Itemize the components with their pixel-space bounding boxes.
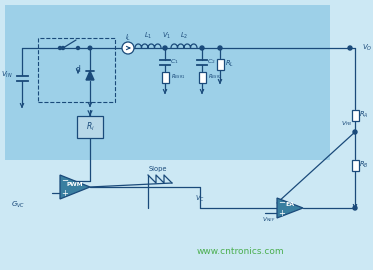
Circle shape xyxy=(122,42,134,54)
Circle shape xyxy=(353,206,357,210)
Polygon shape xyxy=(60,175,90,199)
FancyBboxPatch shape xyxy=(77,116,103,138)
Circle shape xyxy=(76,46,79,49)
Bar xyxy=(351,110,358,120)
Text: $C_1$: $C_1$ xyxy=(170,58,178,66)
Circle shape xyxy=(59,46,62,49)
Text: $R_B$: $R_B$ xyxy=(359,160,369,170)
Circle shape xyxy=(62,46,65,49)
Bar xyxy=(38,38,115,102)
Text: $I_L$: $I_L$ xyxy=(125,33,131,43)
Text: $L_2$: $L_2$ xyxy=(180,31,188,41)
Text: PWM: PWM xyxy=(67,183,83,187)
Text: $V_{IN}$: $V_{IN}$ xyxy=(1,70,13,80)
Circle shape xyxy=(200,46,204,50)
Text: $C_2$: $C_2$ xyxy=(207,58,215,66)
Circle shape xyxy=(218,46,222,50)
Text: $V_{REF}$: $V_{REF}$ xyxy=(262,215,276,224)
Bar xyxy=(5,5,330,160)
Bar xyxy=(351,160,358,170)
Text: d: d xyxy=(76,66,81,75)
Text: $L_1$: $L_1$ xyxy=(144,31,152,41)
Text: $R_{ESR1}$: $R_{ESR1}$ xyxy=(170,73,185,82)
Text: $V_1$: $V_1$ xyxy=(163,31,172,41)
Text: $R_{ESR2}$: $R_{ESR2}$ xyxy=(207,73,222,82)
Text: $R_i$: $R_i$ xyxy=(86,121,94,133)
Circle shape xyxy=(353,130,357,134)
Bar xyxy=(162,72,169,83)
Text: $R_L$: $R_L$ xyxy=(225,59,233,69)
Polygon shape xyxy=(86,71,94,80)
Circle shape xyxy=(163,46,167,50)
Text: www.cntronics.com: www.cntronics.com xyxy=(196,248,284,256)
Text: $V_O$: $V_O$ xyxy=(362,43,372,53)
Bar xyxy=(198,72,206,83)
Text: $R_A$: $R_A$ xyxy=(359,110,369,120)
Text: −: − xyxy=(62,177,69,185)
Text: −: − xyxy=(279,198,285,208)
Text: +: + xyxy=(279,208,285,218)
Text: +: + xyxy=(62,188,68,197)
Text: $V_C$: $V_C$ xyxy=(195,194,205,204)
Circle shape xyxy=(348,46,352,50)
Polygon shape xyxy=(277,198,303,218)
Circle shape xyxy=(88,46,92,50)
Bar xyxy=(216,59,223,69)
Text: Slope: Slope xyxy=(149,166,167,172)
Text: $G_{VC}$: $G_{VC}$ xyxy=(11,200,25,210)
Text: $V_{FB}$: $V_{FB}$ xyxy=(341,120,353,129)
Text: EA: EA xyxy=(285,202,295,208)
